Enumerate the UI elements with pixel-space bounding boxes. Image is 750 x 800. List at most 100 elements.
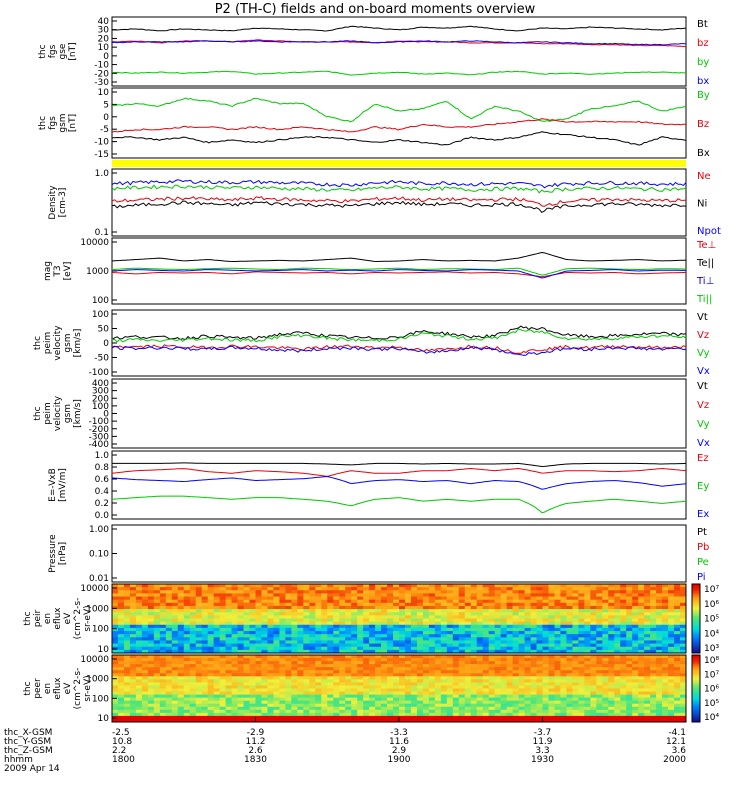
x-axis-value: 1930 [531,755,554,765]
ele-spec-cell [315,664,322,668]
ele-spec-cell [321,697,328,702]
ion-spec-cell [620,605,627,610]
colorbar-step [692,588,700,592]
ele-spec-cell [231,703,239,708]
ion-spec-cell [351,593,358,598]
ele-spec-cell [578,706,585,711]
ion-spec-cell [548,612,555,616]
ion-spec-cell [404,646,412,651]
ion-spec-cell [165,593,173,598]
ele-spec-cell [273,664,280,668]
ele-spec-cell [303,661,310,665]
ele-spec-cell [273,673,280,677]
ele-spec-cell [602,661,609,665]
ele-spec-cell [656,655,663,659]
ion-spec-cell [536,584,543,588]
ele-spec-cell [213,697,221,702]
ion-spec-cell [494,615,502,619]
ion-spec-cell [470,590,478,594]
ion-spec-cell [267,615,274,619]
ion-spec-cells [112,584,687,654]
ele-spec-cell [213,679,221,683]
ele-spec-cell [656,688,663,693]
ion-spec-cell [399,634,406,638]
ele-spec-cell [494,676,502,680]
ele-spec-cell [554,679,561,683]
ele-spec-cell [626,694,633,699]
ion-spec-cell [446,599,454,604]
ion-spec-cell [243,602,251,607]
ele-spec-cell [458,655,466,659]
ele-spec-cell [554,670,561,674]
ele-spec-cell [416,682,424,686]
ele-spec-cell [494,682,502,686]
legend-By: By [697,90,710,101]
ele-spec-cell [183,703,191,708]
ion-spec-cell [177,634,185,638]
ion-spec-cell [375,640,382,645]
ele-spec-cell [404,664,412,668]
ion-spec-cell [189,605,197,610]
ele-spec-cell [440,682,448,686]
ele-spec-cell [440,697,448,702]
ion-spec-cell [357,609,364,613]
ion-spec-cell [381,587,388,591]
ion-spec-cell [434,643,442,648]
ele-spec-cell [303,682,310,686]
colorbar-step [692,706,700,710]
ele-spec-cell [387,694,394,699]
ele-spec-cell [207,676,215,680]
ele-spec-cell [452,676,460,680]
ion-spec-cell [303,627,310,632]
ele-spec-cell [662,658,669,662]
ion-spec-cell [213,602,221,607]
ele-spec-cell [363,667,370,671]
ion-spec-cell [135,615,143,619]
ele-spec-cell [135,679,143,683]
ion-spec-cell [183,646,191,651]
ion-spec-cell [470,646,478,651]
ion-spec-cell [626,590,633,594]
colorbar-label: 10⁷ [704,585,719,595]
ion-spec-cell [524,643,532,648]
ion-spec-cell [638,624,645,629]
ion-spec-cell [207,615,215,619]
ele-spec-cell [662,673,669,677]
ele-spec-cell [327,682,334,686]
ion-spec-cell [183,605,191,610]
legend-Bz: Bz [697,119,709,130]
ion-spec-cell [189,640,197,645]
ion-spec-cell [530,605,538,610]
ion-spec-cell [566,624,573,629]
ion-spec-cell [123,646,131,651]
ion-spec-cell [632,602,639,607]
ele-spec-cell [381,712,388,717]
ion-spec-cell [482,646,490,651]
ion-spec-cell [201,640,209,645]
ele-spec-cell [644,676,651,680]
ele-spec-cell [231,688,239,693]
ion-spec-cell [117,605,125,610]
ion-spec-cell [327,637,334,641]
ion-spec-cell [458,621,466,626]
ele-spec-cell [375,718,382,723]
ele-spec-cell [680,667,687,671]
ele-spec-cell [171,661,179,665]
density-frame [111,168,687,237]
velocity2-frame [111,378,687,449]
ele-spec-cell [147,700,155,705]
ele-spec-cell [680,691,687,696]
ion-spec-cell [470,599,478,604]
ele-spec-cell [662,670,669,674]
ele-spec-cell [614,676,621,680]
ion-spec-cell [602,621,609,626]
legend-Pi: Pi [697,572,706,583]
ion-spec-cell [279,618,286,623]
ele-spec-cell [590,661,597,665]
ion-spec-cell [159,590,167,594]
ion-spec-cell [476,587,484,591]
ion-spec-cell [404,584,412,588]
ele-spec-cell [267,715,274,720]
ion-spec-cell [410,634,418,638]
colorbar-step [692,607,700,610]
